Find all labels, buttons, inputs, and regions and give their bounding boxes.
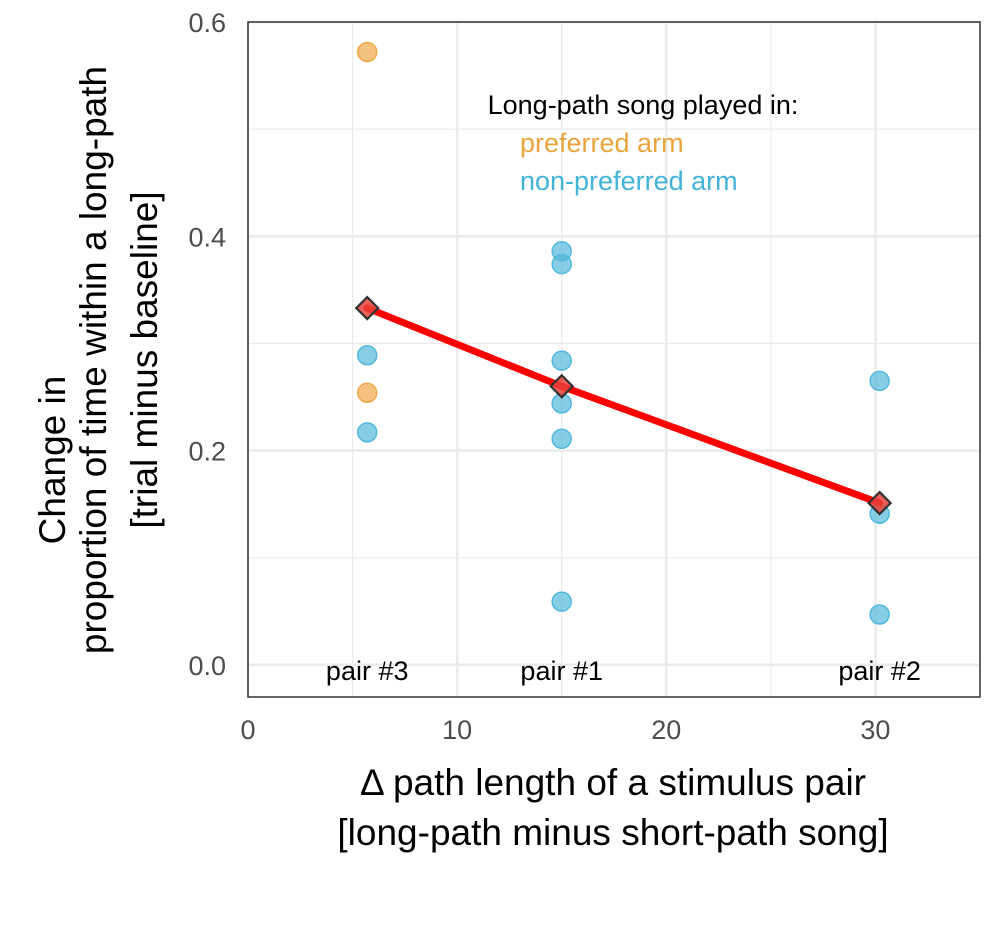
- data-points: [356, 41, 890, 625]
- point-non-preferred: [869, 604, 890, 625]
- point-non-preferred: [356, 422, 378, 443]
- axis-titles: Δ path length of a stimulus pair [long-p…: [32, 66, 889, 853]
- pair-label: pair #2: [838, 656, 921, 686]
- grid: [246, 20, 981, 697]
- x-tick-label: 10: [442, 715, 472, 745]
- pair-labels: pair #3 pair #1 pair #2: [326, 656, 921, 686]
- point-non-preferred: [869, 370, 890, 392]
- x-tick-label: 0: [240, 715, 255, 745]
- legend-title: Long-path song played in:: [488, 90, 799, 120]
- x-axis-title-line-2: [long-path minus short-path song]: [337, 812, 888, 853]
- y-tick-label: 0.2: [188, 437, 226, 467]
- legend-entry-preferred: preferred arm: [520, 128, 684, 158]
- pair-label: pair #3: [326, 656, 409, 686]
- legend-entry-non-preferred: non-preferred arm: [520, 166, 738, 196]
- point-preferred: [356, 41, 378, 63]
- y-tick-label: 0.4: [188, 222, 226, 252]
- y-tick-label: 0.0: [188, 651, 226, 681]
- legend: Long-path song played in: preferred arm …: [488, 90, 799, 196]
- tick-labels: 0 10 20 30 0.0 0.2 0.4 0.6: [188, 8, 890, 745]
- point-non-preferred: [551, 591, 572, 612]
- point-non-preferred: [551, 253, 572, 275]
- pair-label: pair #1: [520, 656, 603, 686]
- point-non-preferred: [551, 350, 572, 371]
- x-tick-label: 20: [651, 715, 681, 745]
- point-non-preferred: [551, 428, 572, 450]
- x-tick-label: 30: [860, 715, 890, 745]
- mean-marker: [867, 490, 893, 516]
- y-axis-title-line-2: proportion of time within a long-path: [73, 66, 114, 654]
- mean-marker: [354, 295, 380, 321]
- point-preferred: [356, 382, 378, 403]
- point-non-preferred: [356, 344, 378, 366]
- mean-marker: [549, 373, 575, 399]
- panel-border: [247, 21, 981, 698]
- x-axis-title-line-1: Δ path length of a stimulus pair: [360, 762, 866, 803]
- trend-layer: [354, 295, 893, 516]
- y-axis-title-line-3: [trial minus baseline]: [124, 191, 165, 528]
- y-axis-title-line-1: Change in: [32, 376, 73, 545]
- y-tick-label: 0.6: [188, 8, 226, 38]
- trend-line: [363, 304, 884, 507]
